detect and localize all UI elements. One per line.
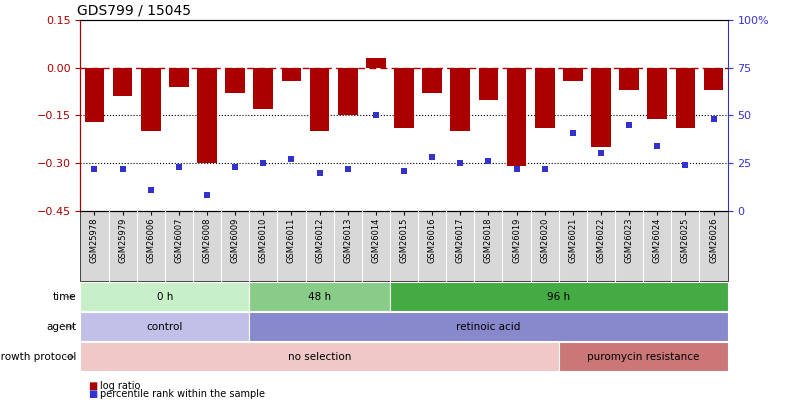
Bar xyxy=(253,68,273,109)
Bar xyxy=(84,68,104,122)
Bar xyxy=(506,68,526,166)
Text: ■: ■ xyxy=(88,389,98,399)
Text: ■: ■ xyxy=(88,381,98,390)
Bar xyxy=(703,68,723,90)
Bar xyxy=(141,68,161,131)
Bar xyxy=(80,312,249,341)
Text: 48 h: 48 h xyxy=(308,292,331,302)
Bar xyxy=(422,68,442,93)
Bar xyxy=(562,68,582,81)
Bar xyxy=(389,282,727,311)
Text: agent: agent xyxy=(47,322,76,332)
Bar xyxy=(112,68,132,96)
Text: GDS799 / 15045: GDS799 / 15045 xyxy=(77,4,191,18)
Bar xyxy=(80,282,249,311)
Text: 0 h: 0 h xyxy=(157,292,173,302)
Bar xyxy=(478,68,498,100)
Bar xyxy=(365,58,385,68)
Bar xyxy=(80,342,558,371)
Bar xyxy=(309,68,329,131)
Bar xyxy=(337,68,357,115)
Bar xyxy=(281,68,301,81)
Bar xyxy=(590,68,610,147)
Bar xyxy=(534,68,554,128)
Bar xyxy=(675,68,695,128)
Bar xyxy=(249,312,727,341)
Text: 96 h: 96 h xyxy=(547,292,569,302)
Bar xyxy=(450,68,470,131)
Bar xyxy=(646,68,666,119)
Text: no selection: no selection xyxy=(287,352,351,362)
Bar xyxy=(558,342,727,371)
Text: log ratio: log ratio xyxy=(100,381,141,390)
Text: growth protocol: growth protocol xyxy=(0,352,76,362)
Text: control: control xyxy=(146,322,183,332)
Bar xyxy=(225,68,245,93)
Text: puromycin resistance: puromycin resistance xyxy=(586,352,699,362)
Text: retinoic acid: retinoic acid xyxy=(455,322,520,332)
Bar xyxy=(393,68,414,128)
Bar xyxy=(169,68,189,87)
Bar xyxy=(249,282,389,311)
Bar xyxy=(197,68,217,163)
Text: percentile rank within the sample: percentile rank within the sample xyxy=(100,389,265,399)
Text: time: time xyxy=(53,292,76,302)
Bar xyxy=(618,68,638,90)
